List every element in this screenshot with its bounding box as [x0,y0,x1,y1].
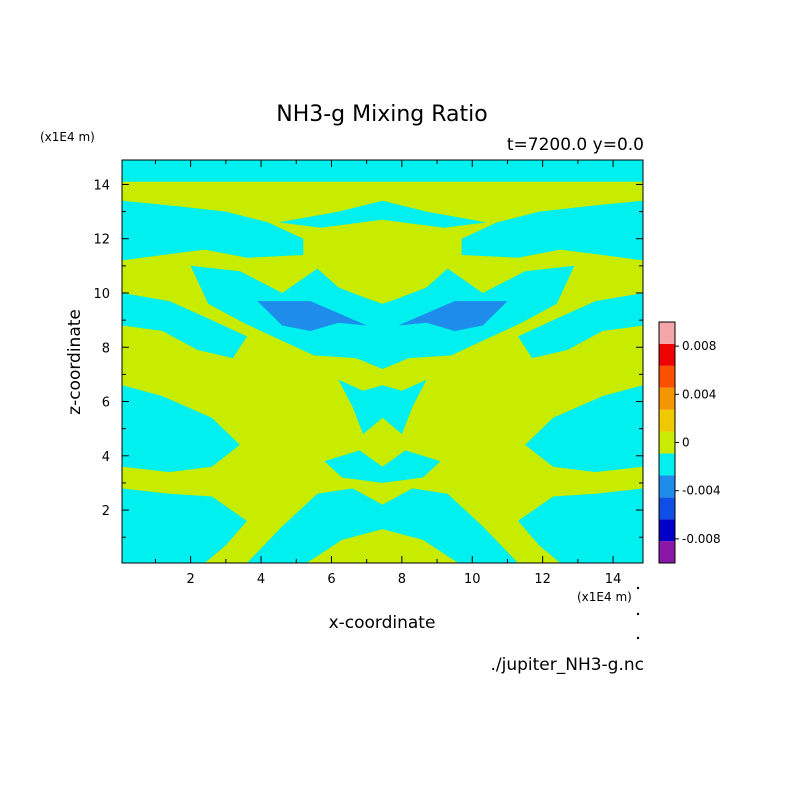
marker-dot [636,612,640,616]
contour-region [122,160,643,182]
x-tick-label: 6 [327,572,335,587]
colorbar-tick-label: 0.004 [682,387,716,401]
colorbar [658,321,676,564]
y-tick-label: 2 [102,504,110,519]
colorbar-tick-label: 0.008 [682,339,716,353]
contour-regions [122,160,643,563]
contour-region [518,293,643,359]
x-tick-label: 10 [464,572,481,587]
contour-region [122,200,304,261]
contour-region [278,200,487,228]
contour-region [190,265,575,369]
contour-region [525,385,643,473]
y-axis: 2 4 6 8 10 12 14 [93,178,643,538]
y-tick-label: 4 [102,450,110,465]
x-tick-label: 4 [257,572,265,587]
colorbar-band [659,541,675,563]
x-tick-label: 12 [534,572,551,587]
colorbar-tick-label: 0 [682,436,690,450]
y-axis-label: z-coordinate [65,309,85,415]
contour-region [324,450,441,483]
y-tick-label: 10 [93,287,110,302]
contour-region [122,488,247,563]
y-tick-label: 12 [93,233,110,248]
colorbar-band [659,343,675,366]
plot-frame [121,159,644,564]
x-tick-label: 14 [605,572,622,587]
y-unit-label: (x1E4 m) [40,130,95,144]
colorbar-band [659,322,675,344]
colorbar-tick-label: -0.004 [682,484,721,498]
colorbar-band [659,475,675,498]
marker-dot [636,586,640,590]
colorbar-band [659,497,675,520]
chart-title: NH3-g Mixing Ratio [276,102,488,127]
plot-area [122,160,643,563]
colorbar-ticks: 0.008 0.004 0 -0.004 -0.008 [675,339,721,546]
contour-region [518,488,643,563]
colorbar-band [659,365,675,388]
marker-dot [636,636,640,640]
colorbar-band [659,409,675,432]
contour-region [122,293,247,359]
y-tick-label: 6 [102,396,110,411]
x-axis-label: x-coordinate [329,613,436,633]
colorbar-band [659,431,675,454]
x-unit-label: (x1E4 m) [577,590,632,604]
x-tick-label: 8 [398,572,406,587]
contour-region [122,385,240,473]
colorbar-band [659,453,675,476]
x-tick-label: 2 [187,572,195,587]
chart-subtitle: t=7200.0 y=0.0 [507,135,644,155]
y-tick-label: 14 [93,178,110,193]
contour-region [257,301,367,331]
colorbar-band [659,387,675,410]
contour-region [247,488,518,563]
colorbar-band [659,519,675,542]
contour-region [461,200,643,261]
contour-region [338,379,427,435]
x-axis: 2 4 6 8 10 12 14 [154,160,622,587]
source-file-label: ./jupiter_NH3-g.nc [490,655,644,675]
contour-region [398,301,508,331]
y-tick-label: 8 [102,341,110,356]
colorbar-tick-label: -0.008 [682,532,721,546]
